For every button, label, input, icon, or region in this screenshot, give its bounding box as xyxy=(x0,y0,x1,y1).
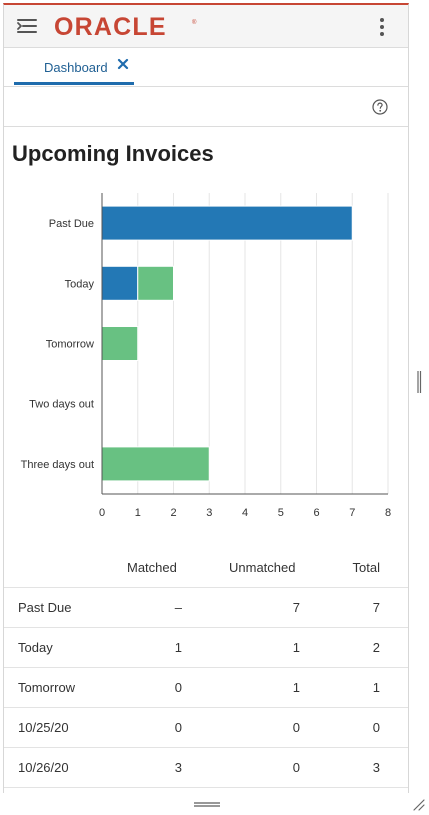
matched-value: 1 xyxy=(174,640,182,655)
help-circle-icon[interactable] xyxy=(372,99,388,115)
unmatched-value: 1 xyxy=(292,680,300,695)
unmatched-value: 1 xyxy=(292,640,300,655)
row-label: Tomorrow xyxy=(18,680,76,695)
category-label: Past Due xyxy=(49,218,94,230)
x-tick-label: 2 xyxy=(170,507,176,519)
oracle-logo: ORACLE ® xyxy=(54,14,197,38)
top-bar: ORACLE ® xyxy=(4,5,408,48)
category-label: Two days out xyxy=(29,399,94,411)
horizontal-resize-handle-icon[interactable] xyxy=(193,801,221,808)
brand-name: ORACLE xyxy=(54,14,167,38)
total-value: 1 xyxy=(372,680,380,695)
chart-bars xyxy=(101,205,353,482)
vertical-resize-handle-icon[interactable] xyxy=(416,370,422,394)
total-value: 0 xyxy=(372,720,380,735)
chart-grid xyxy=(137,193,389,494)
vertical-ellipsis-icon[interactable] xyxy=(376,16,388,38)
tab-dashboard-label: Dashboard xyxy=(44,60,108,75)
unmatched-value: 0 xyxy=(292,720,300,735)
row-label: Today xyxy=(18,640,53,655)
bar-segment[interactable] xyxy=(101,265,139,301)
bar-segment[interactable] xyxy=(137,265,174,301)
summary-table: Matched Unmatched Total Past Due – 7 7 T… xyxy=(4,548,408,788)
row-label: Past Due xyxy=(18,600,72,615)
svg-text:®: ® xyxy=(192,19,197,26)
header-matched: Matched xyxy=(127,560,177,575)
table-row: Past Due – 7 7 xyxy=(4,587,408,627)
toolbar xyxy=(4,87,408,127)
row-label: 10/25/20 xyxy=(18,720,69,735)
total-value: 3 xyxy=(372,760,380,775)
category-label: Three days out xyxy=(21,459,94,471)
x-tick-label: 5 xyxy=(278,507,284,519)
matched-value: 0 xyxy=(174,720,182,735)
bar-segment[interactable] xyxy=(101,205,353,241)
bar-segment[interactable] xyxy=(101,326,139,361)
x-tick-label: 1 xyxy=(135,507,141,519)
bar-segment[interactable] xyxy=(101,446,210,482)
table-row: 10/26/20 3 0 3 xyxy=(4,747,408,788)
tab-dashboard[interactable]: Dashboard xyxy=(14,48,134,85)
unmatched-value: 7 xyxy=(292,600,300,615)
app-window: ORACLE ® Dashboard Upcoming Invoices Pa xyxy=(3,3,409,793)
tab-bar: Dashboard xyxy=(4,48,408,87)
unmatched-value: 0 xyxy=(292,760,300,775)
value-axis: 0 1 2 3 4 5 6 7 8 xyxy=(99,507,391,519)
x-tick-label: 6 xyxy=(313,507,319,519)
close-icon[interactable] xyxy=(116,57,130,71)
total-value: 2 xyxy=(372,640,380,655)
x-tick-label: 4 xyxy=(242,507,248,519)
widget-title: Upcoming Invoices xyxy=(12,141,214,166)
menu-collapse-icon[interactable] xyxy=(16,17,38,35)
matched-value: – xyxy=(174,600,182,615)
total-value: 7 xyxy=(372,600,380,615)
header-unmatched: Unmatched xyxy=(229,560,296,575)
header-total: Total xyxy=(352,560,380,575)
table-row: Tomorrow 0 1 1 xyxy=(4,667,408,707)
x-tick-label: 7 xyxy=(349,507,355,519)
resize-grip-icon[interactable] xyxy=(413,799,425,811)
upcoming-invoices-chart: Past Due Today Tomorrow Two days out Three d… xyxy=(21,193,391,519)
row-label: 10/26/20 xyxy=(18,760,69,775)
matched-value: 3 xyxy=(174,760,182,775)
table-header: Matched Unmatched Total xyxy=(4,548,408,587)
matched-value: 0 xyxy=(174,680,182,695)
table-row: Today 1 1 2 xyxy=(4,627,408,667)
x-tick-label: 8 xyxy=(385,507,391,519)
x-tick-label: 3 xyxy=(206,507,212,519)
category-label: Tomorrow xyxy=(46,339,94,351)
x-tick-label: 0 xyxy=(99,507,105,519)
category-label: Today xyxy=(65,278,95,290)
category-axis: Past Due Today Tomorrow Two days out Three d… xyxy=(21,218,95,471)
table-row: 10/25/20 0 0 0 xyxy=(4,707,408,747)
